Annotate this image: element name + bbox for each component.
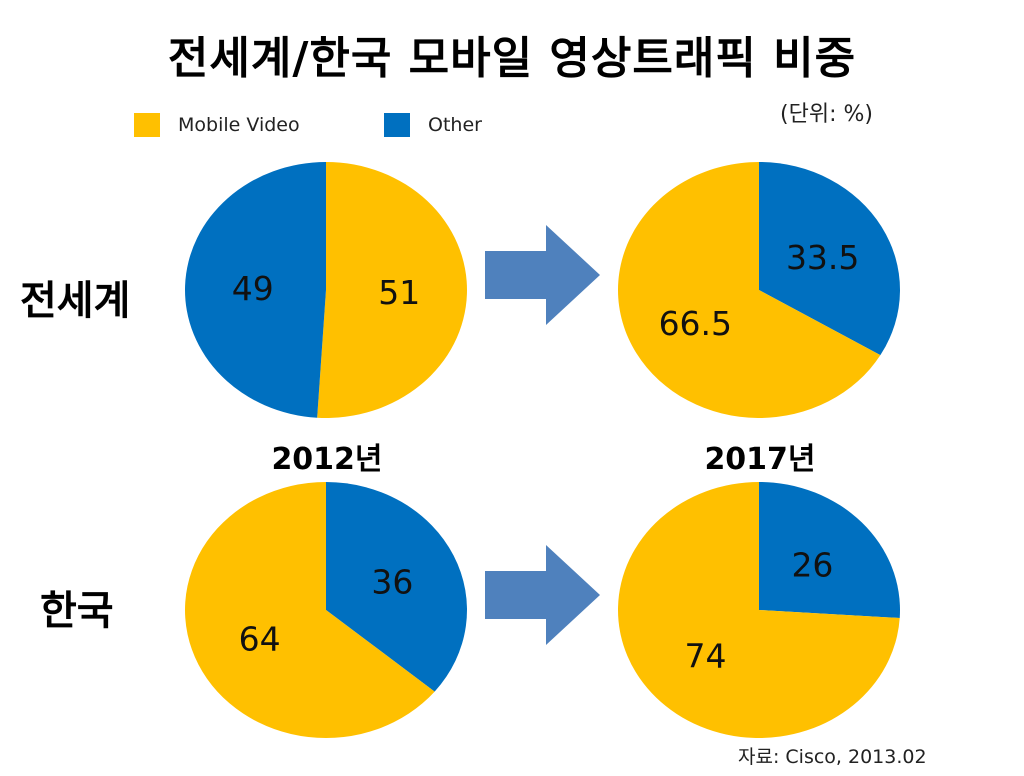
source-note: 자료: Cisco, 2013.02 — [738, 746, 927, 768]
pie-chart: 36 64 — [184, 482, 467, 738]
data-label: 51 — [378, 273, 420, 312]
pie-slice-other — [759, 482, 900, 619]
row-label-world: 전세계 — [20, 278, 131, 324]
year-label-2012: 2012년 — [271, 442, 383, 477]
data-label: 49 — [232, 269, 274, 308]
legend-label: Mobile Video — [178, 114, 300, 136]
pie-slice-mobile-video — [317, 162, 467, 419]
pie-chart: 26 74 — [618, 482, 900, 738]
legend-item-other: Other — [384, 113, 482, 137]
right-arrow-icon — [485, 225, 600, 325]
legend-label: Other — [428, 114, 482, 136]
legend-swatch-mobile-video — [134, 113, 160, 137]
pie-slice-other — [759, 162, 900, 356]
pie-slice-other — [184, 162, 326, 418]
data-label: 74 — [685, 637, 727, 676]
data-label: 64 — [239, 619, 281, 658]
chart-title: 전세계/한국 모바일 영상트래픽 비중 — [167, 33, 857, 84]
unit-label: (단위: %) — [780, 102, 873, 127]
pie-slice-mobile-video — [618, 482, 900, 738]
pie-chart: 51 49 — [184, 162, 467, 419]
pie-chart: 33.5 66.5 — [617, 162, 900, 418]
year-label-2017: 2017년 — [704, 442, 816, 477]
right-arrow-icon — [485, 545, 600, 645]
data-label: 66.5 — [659, 304, 732, 343]
legend-swatch-other — [384, 113, 410, 137]
row-label-korea: 한국 — [40, 588, 114, 634]
pie-slice-mobile-video — [184, 482, 435, 738]
legend-item-mobile-video: Mobile Video — [134, 113, 300, 137]
data-label: 33.5 — [786, 238, 859, 277]
pie-slice-other — [326, 482, 467, 692]
pie-slice-mobile-video — [617, 162, 881, 418]
data-label: 26 — [791, 545, 833, 584]
data-label: 36 — [371, 563, 413, 602]
